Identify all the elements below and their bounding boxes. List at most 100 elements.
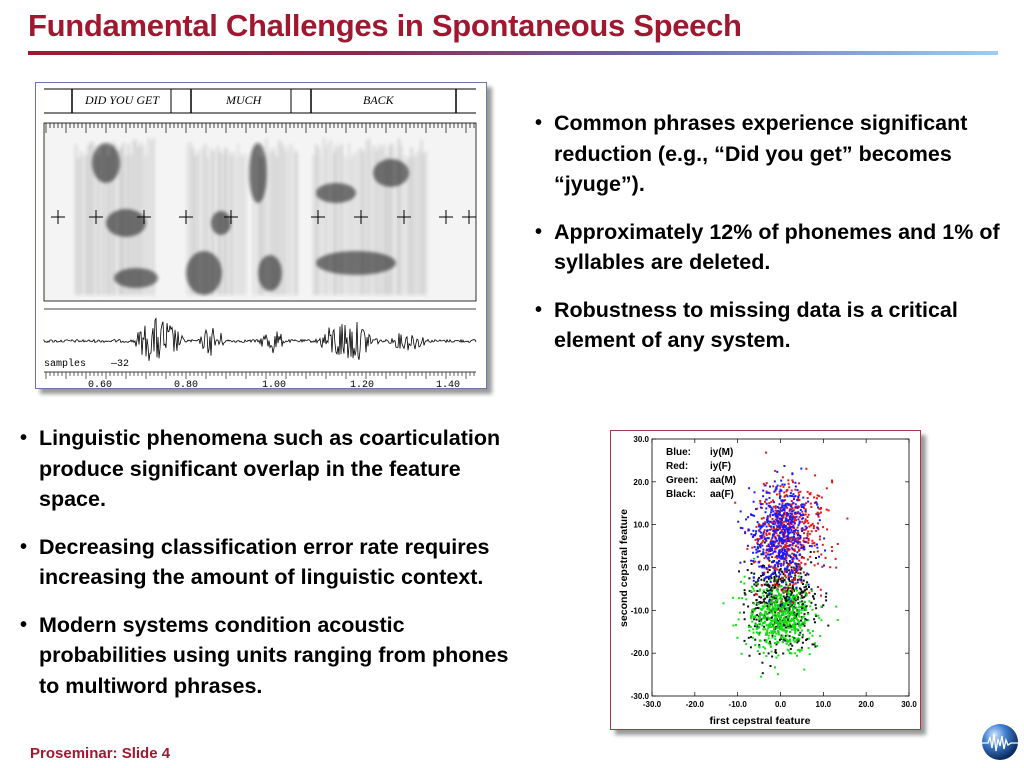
scatter-point [815,497,818,500]
scatter-point [786,634,789,637]
scatter-point [794,528,797,531]
scatter-point [774,611,777,613]
scatter-point [757,579,760,582]
scatter-point [764,484,767,487]
scatter-point [824,549,826,552]
scatter-point [784,499,787,502]
scatter-point [769,515,772,518]
scatter-point [781,524,784,527]
scatter-point [802,556,805,559]
scatter-point [778,638,781,641]
scatter-point [781,620,784,623]
scatter-point [762,651,765,654]
scatter-point [806,490,809,493]
scatter-point [795,628,798,631]
scatter-point [784,619,787,622]
scatter-point [778,593,781,596]
scatter-point [774,572,777,574]
scatter-point [776,562,779,565]
scatter-point [805,588,808,591]
scatter-point [764,521,767,524]
scatter-point [763,557,766,560]
scatter-point [765,539,768,542]
scatter-point [798,499,801,502]
scatter-point [767,634,770,637]
scatter-point [790,602,793,605]
scatter-point [762,489,765,492]
scatter-point [784,609,787,612]
bullet-item: Linguistic phenomena such as coarticulat… [17,423,517,515]
scatter-point [814,613,817,616]
scatter-point [781,571,784,574]
scatter-point [776,581,779,584]
scatter-point [793,615,796,618]
scatter-point [750,513,752,516]
scatter-point [766,592,769,595]
scatter-point [786,535,788,538]
scatter-point [764,620,766,623]
scatter-point [811,630,814,633]
scatter-point [763,529,766,532]
scatter-point [782,614,785,617]
scatter-point [755,551,758,554]
scatter-point [767,603,770,606]
scatter-point [793,535,795,538]
scatter-point [806,619,809,621]
scatter-point [810,588,813,591]
scatter-point [781,634,784,637]
scatter-point [785,552,788,555]
scatter-point [806,534,809,537]
bullet-list-top: Common phrases experience significant re… [532,108,1002,373]
scatter-point [821,565,824,568]
scatter-point [789,624,792,627]
scatter-point [782,638,785,641]
scatter-point [767,537,770,540]
scatter-point [790,613,793,616]
scatter-point [756,537,759,540]
scatter-point [758,626,761,629]
scatter-point [781,613,784,616]
scatter-point [758,565,761,568]
scatter-point [739,561,742,564]
scatter-point [773,529,776,532]
scatter-axes: -30.0-30.0 -20.0 -20.0 -10.0 -10.0 0.0 0.0 10.0… [631,435,918,709]
scatter-point [794,578,797,581]
scatter-point [744,530,747,533]
scatter-point [794,481,797,484]
scatter-point [764,591,767,594]
scatter-point [764,628,767,631]
scatter-point [786,608,789,611]
scatter-point [762,548,765,551]
scatter-point [800,556,803,559]
scatter-point [768,623,771,626]
scatter-point [782,618,785,621]
legend-series-name: aa(F) [710,489,734,500]
scatter-point [755,631,758,634]
scatter-point [795,569,798,572]
scatter-point [764,511,767,514]
scatter-point [818,519,821,522]
scatter-point [800,609,803,612]
scatter-point [763,583,766,586]
scatter-point [757,523,760,526]
scatter-point [800,467,803,470]
scatter-point [785,559,788,562]
scatter-point [773,621,776,624]
scatter-point [781,530,784,533]
segment-label-did-you-get: DID YOU GET [84,93,160,107]
scatter-point [774,600,777,603]
scatter-point [791,570,794,573]
scatter-point [797,575,800,578]
scatter-point [787,618,790,621]
scatter-point [794,637,797,640]
scatter-point [777,620,780,622]
scatter-point [783,621,786,624]
scatter-point [775,651,778,654]
scatter-point [775,493,778,496]
scatter-point [795,614,798,617]
scatter-point [748,577,751,580]
scatter-point [831,481,834,484]
scatter-point [783,524,786,527]
scatter-point [777,552,780,554]
scatter-point [771,620,773,623]
